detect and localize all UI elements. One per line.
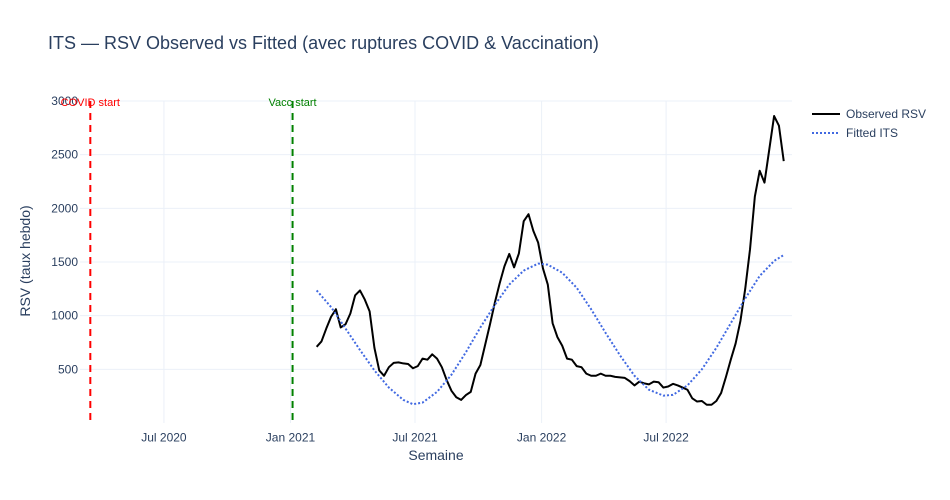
x-tick-label: Jul 2020: [141, 430, 187, 444]
y-tick-label: 500: [58, 362, 78, 376]
y-tick-label: 2500: [51, 148, 78, 162]
series-line: [315, 115, 785, 406]
y-axis-title: RSV (taux hebdo): [17, 205, 33, 316]
legend-label: Fitted ITS: [846, 126, 898, 140]
axis-ticks: 500 1000 1500 2000 2500 3000 Jul 2020 Jan 2021 J…: [51, 94, 689, 444]
series-line: [315, 254, 785, 406]
chart-title: ITS — RSV Observed vs Fitted (avec ruptu…: [48, 33, 599, 53]
event-markers: COVID start Vacc start: [61, 97, 317, 423]
y-tick-label: 2000: [51, 201, 78, 215]
x-tick-label: Jul 2022: [643, 430, 689, 444]
y-tick-label: 3000: [51, 94, 78, 108]
legend-label: Observed RSV: [846, 107, 926, 121]
series-lines: [315, 115, 785, 406]
x-tick-label: Jan 2021: [266, 430, 316, 444]
x-axis-title: Semaine: [408, 447, 463, 463]
y-tick-label: 1000: [51, 309, 78, 323]
x-tick-label: Jan 2022: [517, 430, 567, 444]
x-tick-label: Jul 2021: [392, 430, 438, 444]
legend[interactable]: Observed RSV Fitted ITS: [812, 107, 926, 140]
event-label: COVID start: [61, 97, 120, 109]
grid: [80, 100, 792, 423]
y-tick-label: 1500: [51, 255, 78, 269]
event-label: Vacc start: [269, 97, 317, 109]
